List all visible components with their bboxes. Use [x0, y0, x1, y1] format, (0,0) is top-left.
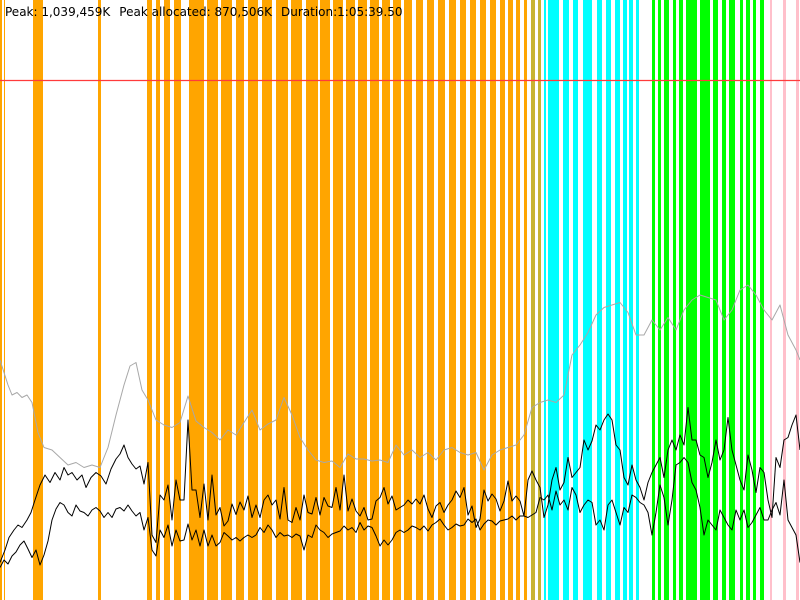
current-series-line	[0, 457, 800, 568]
peak-series-line	[0, 284, 800, 471]
event-band-0-3	[98, 0, 101, 600]
event-band-0-33	[500, 0, 505, 600]
event-band-3-4	[679, 0, 683, 600]
event-band-0-20	[358, 0, 367, 600]
event-band-2-8	[623, 0, 627, 600]
event-band-1-0	[531, 0, 535, 600]
event-band-0-25	[416, 0, 423, 600]
event-band-0-8	[189, 0, 204, 600]
event-band-0-18	[333, 0, 343, 600]
event-band-3-1	[658, 0, 661, 600]
event-band-0-28	[449, 0, 456, 600]
event-band-2-6	[606, 0, 611, 600]
event-band-1-1	[538, 0, 541, 600]
event-band-0-6	[164, 0, 170, 600]
event-band-0-36	[524, 0, 527, 600]
event-band-3-12	[753, 0, 756, 600]
event-band-3-10	[740, 0, 743, 600]
event-band-0-14	[276, 0, 288, 600]
event-band-3-9	[729, 0, 735, 600]
event-band-0-12	[248, 0, 258, 600]
event-band-0-22	[382, 0, 390, 600]
duration-stat: Duration:1:05:39.50	[280, 5, 403, 19]
event-band-2-5	[597, 0, 602, 600]
event-band-3-11	[746, 0, 750, 600]
event-band-0-27	[438, 0, 445, 600]
event-band-3-8	[722, 0, 726, 600]
peak-allocated-stat: Peak allocated: 870,506K	[119, 5, 272, 19]
event-band-0-21	[370, 0, 379, 600]
event-band-3-6	[700, 0, 710, 600]
event-band-2-9	[629, 0, 633, 600]
event-band-3-3	[673, 0, 676, 600]
event-band-0-31	[480, 0, 486, 600]
event-band-0-32	[490, 0, 496, 600]
event-band-2-0	[544, 0, 546, 600]
event-band-0-10	[221, 0, 232, 600]
series-lines	[0, 284, 800, 568]
event-band-0-9	[207, 0, 218, 600]
event-band-4-2	[796, 0, 799, 600]
event-band-0-26	[427, 0, 434, 600]
event-band-0-0	[0, 0, 2, 600]
peak-stat: Peak: 1,039,459K	[5, 5, 111, 19]
event-band-0-29	[460, 0, 466, 600]
event-band-2-3	[573, 0, 578, 600]
event-band-0-30	[470, 0, 476, 600]
event-band-0-23	[393, 0, 401, 600]
event-band-0-1	[4, 0, 5, 600]
event-band-0-2	[33, 0, 43, 600]
event-band-2-7	[615, 0, 620, 600]
event-band-2-1	[548, 0, 559, 600]
event-band-0-13	[262, 0, 272, 600]
event-band-2-10	[636, 0, 639, 600]
event-band-0-7	[174, 0, 181, 600]
event-band-3-0	[652, 0, 655, 600]
event-band-0-34	[508, 0, 513, 600]
event-band-0-17	[320, 0, 330, 600]
event-band-0-15	[291, 0, 302, 600]
allocated-series-line	[0, 407, 800, 563]
event-band-2-4	[583, 0, 592, 600]
event-band-0-5	[156, 0, 160, 600]
event-band-0-4	[147, 0, 152, 600]
event-band-0-16	[306, 0, 318, 600]
event-band-3-2	[664, 0, 669, 600]
event-band-0-24	[404, 0, 412, 600]
event-band-0-19	[346, 0, 355, 600]
event-band-0-11	[236, 0, 244, 600]
event-band-2-2	[563, 0, 569, 600]
event-band-4-0	[770, 0, 772, 600]
event-band-0-35	[516, 0, 520, 600]
event-band-3-13	[760, 0, 764, 600]
stats-bar: Peak: 1,039,459K Peak allocated: 870,506K…	[5, 3, 412, 21]
event-band-4-1	[783, 0, 786, 600]
